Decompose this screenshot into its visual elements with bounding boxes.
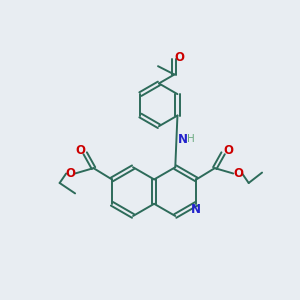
- Text: O: O: [75, 144, 85, 157]
- Text: O: O: [223, 144, 233, 157]
- Text: N: N: [178, 134, 188, 146]
- Text: H: H: [187, 134, 195, 144]
- Text: O: O: [233, 167, 243, 180]
- Text: O: O: [65, 167, 75, 180]
- Text: N: N: [191, 202, 201, 216]
- Text: O: O: [175, 51, 185, 64]
